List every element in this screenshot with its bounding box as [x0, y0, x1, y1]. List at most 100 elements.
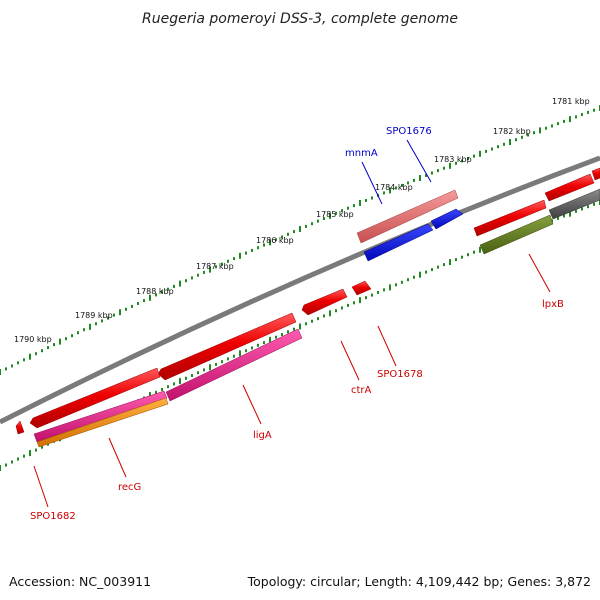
minor-tick [185, 279, 187, 283]
minor-tick [227, 259, 229, 263]
leader-lpxB [528, 253, 551, 293]
minor-tick [305, 224, 307, 228]
minor-tick [251, 346, 253, 350]
minor-tick [101, 319, 103, 323]
cds-arrow-blue [430, 208, 464, 230]
minor-tick [293, 327, 295, 331]
minor-tick [437, 265, 439, 269]
tick-label-1787: 1787 kbp [196, 262, 234, 271]
major-tick [209, 266, 211, 273]
minor-tick [197, 273, 199, 277]
minor-tick [185, 376, 187, 380]
tick-label-1785: 1785 kbp [316, 210, 354, 219]
gene-label-lpxB: lpxB [542, 299, 564, 310]
minor-tick [353, 301, 355, 305]
minor-tick [323, 314, 325, 318]
gene-label-recG: recG [118, 482, 141, 493]
minor-tick [143, 299, 145, 303]
minor-tick [593, 202, 595, 206]
major-tick [419, 175, 421, 181]
minor-tick [311, 319, 313, 323]
leader-SPO1676 [406, 139, 432, 183]
minor-tick [35, 352, 37, 356]
cds-arrow-blue [363, 223, 434, 262]
leader-SPO1678 [377, 325, 397, 367]
major-tick [329, 310, 331, 317]
major-tick [299, 323, 301, 330]
minor-tick [395, 283, 397, 287]
minor-tick [593, 108, 595, 112]
minor-tick [431, 268, 433, 272]
minor-tick [71, 334, 73, 338]
major-tick [149, 392, 151, 399]
minor-tick [383, 288, 385, 292]
minor-tick [485, 149, 487, 153]
minor-tick [23, 358, 25, 362]
minor-tick [17, 457, 19, 461]
minor-tick [275, 335, 277, 339]
minor-tick [461, 159, 463, 163]
minor-tick [533, 131, 535, 135]
cds-arrow-red [351, 280, 372, 296]
leader-recG [108, 437, 127, 478]
minor-tick [155, 293, 157, 297]
minor-tick [137, 302, 139, 305]
tick-label-1786: 1786 kbp [256, 236, 294, 245]
minor-tick [125, 307, 127, 311]
minor-tick [251, 248, 253, 252]
minor-tick [167, 385, 169, 389]
minor-tick [467, 253, 469, 257]
cds-arrow-red [591, 167, 600, 181]
tick-label-1782: 1782 kbp [493, 127, 531, 136]
minor-tick [455, 258, 457, 262]
cds-arrow-pink [165, 328, 303, 402]
leader-mnmA [361, 161, 383, 205]
minor-tick [455, 161, 457, 165]
minor-tick [203, 270, 205, 274]
minor-tick [35, 448, 37, 452]
minor-tick [23, 454, 25, 458]
major-tick [479, 150, 481, 157]
minor-tick [215, 362, 217, 366]
minor-tick [575, 115, 577, 119]
gene-label-SPO1678: SPO1678 [377, 369, 423, 380]
major-tick [449, 162, 451, 169]
cds-arrow-red [29, 367, 161, 429]
minor-tick [575, 209, 577, 213]
outer-tick-track [0, 105, 600, 375]
minor-tick [521, 135, 523, 139]
major-tick [179, 280, 181, 287]
major-tick [479, 246, 481, 253]
major-tick [269, 336, 271, 343]
minor-tick [11, 364, 13, 368]
major-tick [209, 364, 211, 371]
minor-tick [407, 181, 409, 185]
gene-label-SPO1676: SPO1676 [386, 126, 432, 137]
minor-tick [401, 183, 403, 187]
cds-arrow-gray [548, 188, 600, 220]
cds-arrow-olive [479, 214, 554, 255]
gene-label-mnmA: mnmA [345, 148, 378, 159]
minor-tick [317, 219, 319, 223]
minor-tick [173, 382, 175, 386]
minor-tick [41, 349, 43, 353]
minor-tick [215, 265, 217, 269]
minor-tick [191, 374, 193, 377]
minor-tick [5, 463, 7, 467]
minor-tick [551, 124, 553, 128]
tick-label-1788: 1788 kbp [136, 287, 174, 296]
minor-tick [371, 196, 373, 200]
minor-tick [167, 287, 169, 291]
major-tick [449, 259, 451, 266]
minor-tick [443, 166, 445, 170]
major-tick [29, 353, 31, 360]
minor-tick [497, 145, 499, 149]
minor-tick [503, 142, 505, 146]
minor-tick [425, 174, 427, 177]
minor-tick [95, 322, 97, 326]
minor-tick [173, 284, 175, 288]
minor-tick [203, 368, 205, 372]
minor-tick [365, 296, 367, 300]
major-tick [359, 297, 361, 304]
